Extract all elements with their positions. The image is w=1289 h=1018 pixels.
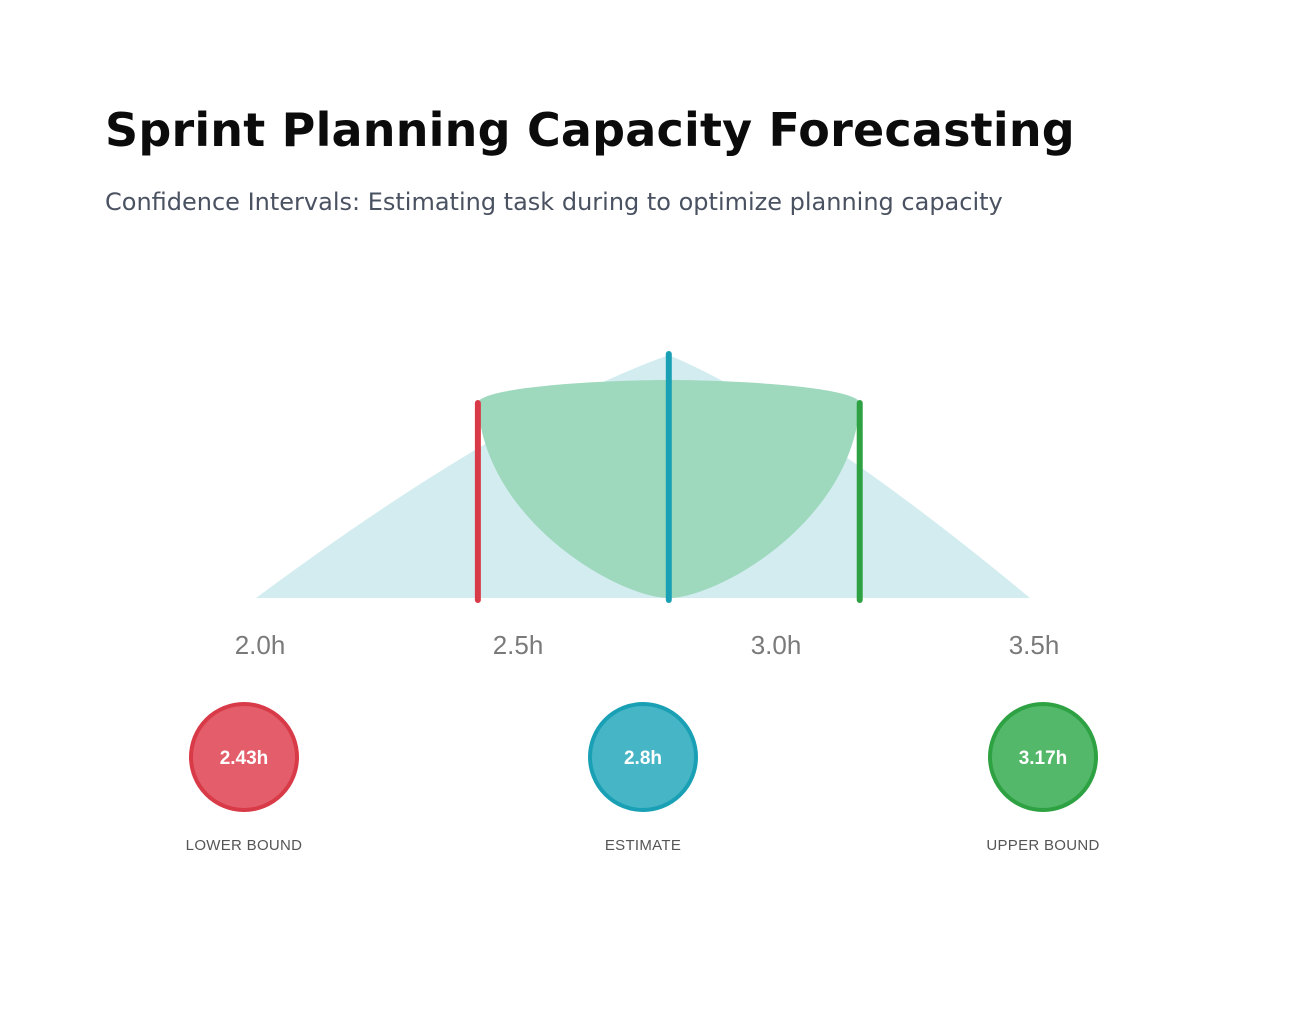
x-axis: 2.0h 2.5h 3.0h 3.5h bbox=[235, 630, 1060, 660]
upper-badge-circle bbox=[988, 702, 1098, 812]
badge-upper: 3.17h UPPER BOUND bbox=[986, 702, 1099, 854]
plot-area bbox=[256, 351, 1030, 603]
estimate-badge-value: 2.8h bbox=[624, 748, 662, 769]
badge-lower: 2.43h LOWER BOUND bbox=[186, 702, 303, 854]
estimate-badge-label: ESTIMATE bbox=[605, 837, 681, 854]
x-tick-label: 3.0h bbox=[751, 630, 802, 660]
lower-badge-label: LOWER BOUND bbox=[186, 837, 303, 854]
upper-badge-value: 3.17h bbox=[1019, 748, 1068, 769]
page-subtitle: Confidence Intervals: Estimating task du… bbox=[105, 188, 1003, 216]
upper-badge-label: UPPER BOUND bbox=[986, 837, 1099, 854]
x-tick-label: 2.0h bbox=[235, 630, 286, 660]
page-title: Sprint Planning Capacity Forecasting bbox=[105, 103, 1075, 157]
x-tick-label: 2.5h bbox=[493, 630, 544, 660]
estimate-badge-circle bbox=[588, 702, 698, 812]
x-tick-label: 3.5h bbox=[1009, 630, 1060, 660]
lower-badge-circle bbox=[189, 702, 299, 812]
summary-badges: 2.43h LOWER BOUND 2.8h ESTIMATE 3.17h UPPER B… bbox=[186, 702, 1099, 854]
lower-badge-value: 2.43h bbox=[220, 748, 269, 769]
badge-estimate: 2.8h ESTIMATE bbox=[588, 702, 698, 854]
